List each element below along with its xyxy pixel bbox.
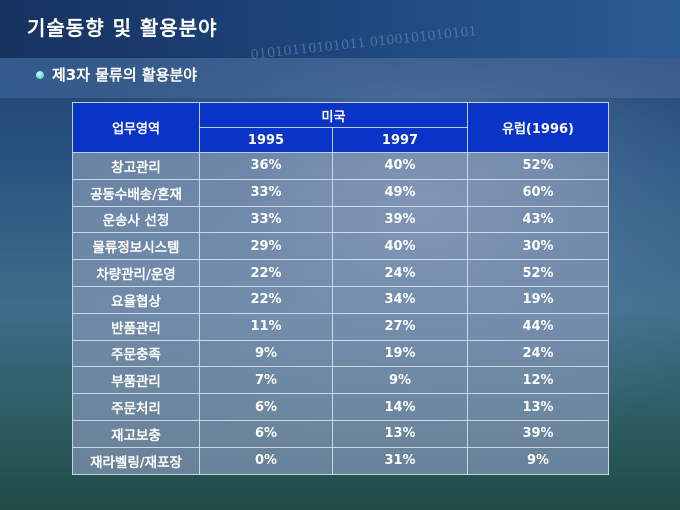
cell-usa-1997: 27% [331,312,469,341]
table-row: 물류정보시스템 29% 40% 30% [72,232,610,261]
cell-usa-1997: 14% [331,393,469,421]
table-row: 부품관리 7% 9% 12% [72,366,610,395]
table-row: 재고보충 6% 13% 39% [72,419,610,448]
table-row: 반품관리 11% 27% 44% [72,312,610,341]
cell-usa-1997: 34% [331,285,469,314]
cell-area: 재고보충 [72,419,200,448]
cell-area: 주문충족 [72,339,200,368]
cell-usa-1995: 0% [199,446,333,475]
cell-area: 창고관리 [72,152,200,180]
cell-area: 운송사 선정 [72,205,200,234]
cell-usa-1995: 9% [199,339,333,368]
cell-europe-1996: 52% [467,259,610,287]
cell-area: 공동수배송/혼재 [72,178,200,207]
cell-area: 물류정보시스템 [72,232,200,261]
table-row: 주문처리 6% 14% 13% [72,393,610,421]
table-row: 재라벨링/재포장 0% 31% 9% [72,446,610,475]
cell-usa-1995: 22% [199,259,333,287]
cell-area: 차량관리/운영 [72,259,200,287]
header-europe: 유럽(1996) [467,102,610,153]
cell-europe-1996: 24% [467,339,610,368]
cell-europe-1996: 30% [467,232,610,261]
cell-europe-1996: 43% [467,205,610,234]
cell-europe-1996: 52% [467,152,610,180]
header-1997: 1997 [331,127,469,153]
cell-area: 재라벨링/재포장 [72,446,200,475]
cell-usa-1995: 22% [199,285,333,314]
table-row: 창고관리 36% 40% 52% [72,152,610,180]
cell-europe-1996: 44% [467,312,610,341]
header-area: 업무영역 [72,102,200,153]
cell-area: 부품관리 [72,366,200,395]
cell-usa-1997: 40% [331,232,469,261]
table-row: 공동수배송/혼재 33% 49% 60% [72,178,610,207]
table-row: 요율협상 22% 34% 19% [72,285,610,314]
cell-usa-1995: 33% [199,205,333,234]
bullet-icon [36,71,44,79]
header-1995: 1995 [199,127,333,153]
cell-europe-1996: 19% [467,285,610,314]
cell-usa-1997: 9% [331,366,469,395]
cell-area: 요율협상 [72,285,200,314]
cell-area: 반품관리 [72,312,200,341]
cell-europe-1996: 13% [467,393,610,421]
cell-usa-1997: 40% [331,152,469,180]
subtitle-bar [0,58,680,98]
cell-usa-1997: 39% [331,205,469,234]
cell-usa-1995: 33% [199,178,333,207]
cell-europe-1996: 12% [467,366,610,395]
cell-area: 주문처리 [72,393,200,421]
cell-europe-1996: 60% [467,178,610,207]
usage-table: 업무영역 미국 유럽(1996) 1995 1997 창고관리 36% 40% 52%… [72,102,610,475]
cell-europe-1996: 9% [467,446,610,475]
cell-usa-1997: 19% [331,339,469,368]
header-usa: 미국 [198,102,469,128]
cell-usa-1997: 13% [331,419,469,448]
cell-usa-1995: 36% [199,152,333,180]
cell-usa-1997: 31% [331,446,469,475]
cell-usa-1995: 6% [199,393,333,421]
slide-subtitle: 제3자 물류의 활용분야 [52,66,198,84]
cell-usa-1995: 29% [199,232,333,261]
cell-usa-1997: 49% [331,178,469,207]
title-bar [0,0,680,58]
table-row: 차량관리/운영 22% 24% 52% [72,259,610,287]
cell-europe-1996: 39% [467,419,610,448]
cell-usa-1995: 7% [199,366,333,395]
cell-usa-1995: 6% [199,419,333,448]
table-row: 운송사 선정 33% 39% 43% [72,205,610,234]
cell-usa-1997: 24% [331,259,469,287]
table-row: 주문충족 9% 19% 24% [72,339,610,368]
cell-usa-1995: 11% [199,312,333,341]
slide-title: 기술동향 및 활용분야 [27,16,218,40]
